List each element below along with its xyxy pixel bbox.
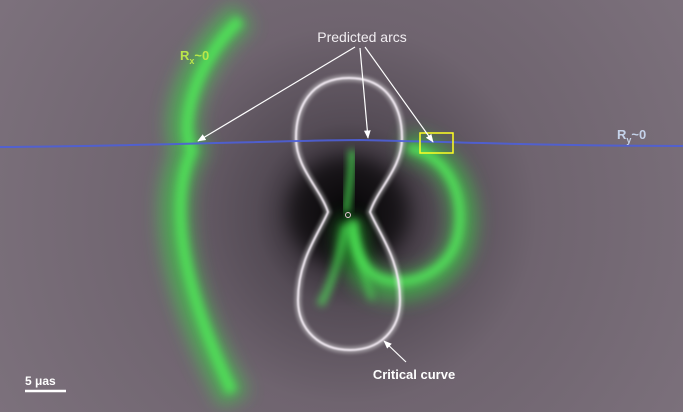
scale-bar-label: 5 μas bbox=[25, 374, 56, 388]
critical-curve-label: Critical curve bbox=[373, 367, 455, 382]
predicted-arcs-label: Predicted arcs bbox=[317, 29, 406, 45]
